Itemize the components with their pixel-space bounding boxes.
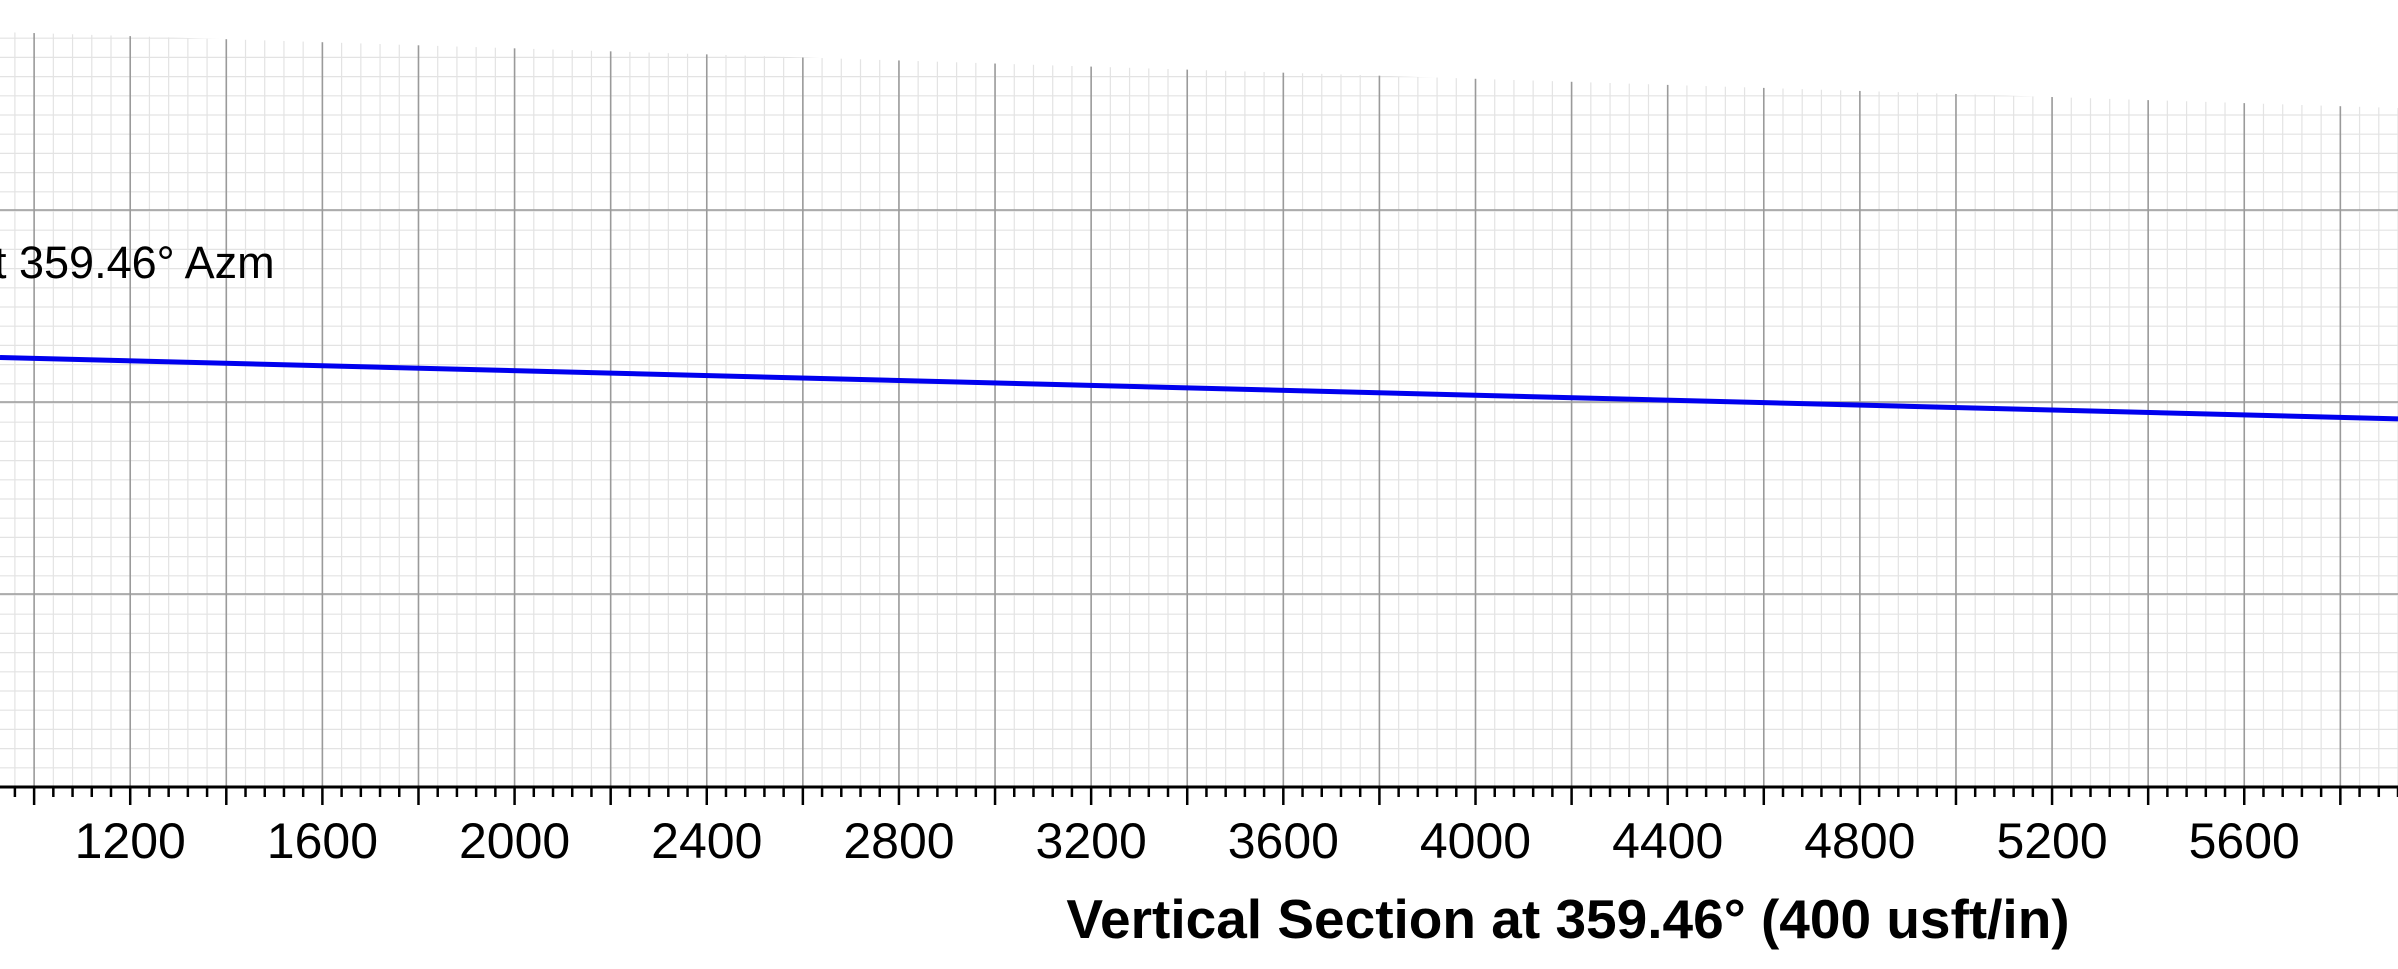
series-layer [0, 354, 2398, 422]
minor-grid [0, 20, 2398, 788]
x-axis-label: Vertical Section at 359.46° (400 usft/in… [1066, 888, 2069, 950]
x-tick-label: 4000 [1420, 813, 1531, 869]
x-tick-labels: 1200 1600 2000 2400 2800 3200 3600 4000 4400 4800… [75, 813, 2300, 869]
x-tick-label: 3200 [1036, 813, 1147, 869]
x-tick-label: 5600 [2189, 813, 2300, 869]
well-path-line [0, 354, 2398, 422]
x-tick-label: 1200 [75, 813, 186, 869]
x-tick-label: 5200 [1996, 813, 2107, 869]
x-axis [0, 785, 2398, 805]
top-mask [0, 0, 2398, 108]
x-tick-label: 3600 [1228, 813, 1339, 869]
major-grid [0, 20, 2398, 787]
x-tick-label: 1600 [267, 813, 378, 869]
x-tick-label: 2000 [459, 813, 570, 869]
x-tick-label: 2400 [651, 813, 762, 869]
x-tick-label: 2800 [843, 813, 954, 869]
x-tick-label: 4400 [1612, 813, 1723, 869]
x-tick-label: 4800 [1804, 813, 1915, 869]
annotation-text: t 359.46° Azm [0, 237, 275, 288]
